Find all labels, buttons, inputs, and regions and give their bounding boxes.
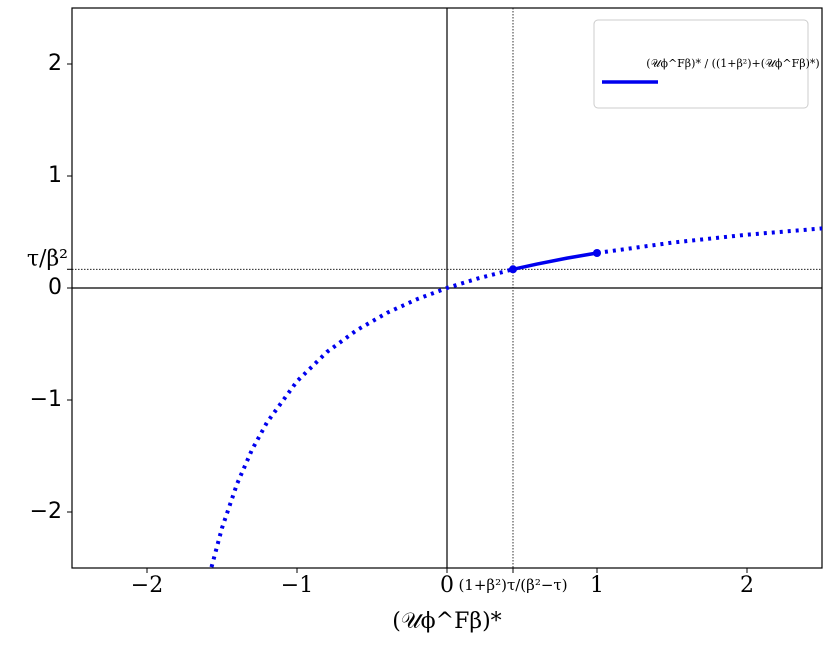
endpoint — [509, 265, 517, 274]
x-tick-label: 2 — [740, 573, 754, 598]
y-tick-label: τ/β² — [27, 246, 68, 271]
y-tick-label: 2 — [48, 51, 62, 76]
x-tick-label: 1 — [590, 573, 604, 598]
x-tick-label: 0 — [440, 573, 454, 598]
legend-label: (𝒰ϕ^Fβ)* / ((1+β²)+(𝒰ϕ^Fβ)*) — [646, 57, 819, 70]
y-tick-label: 1 — [48, 163, 62, 188]
curve — [209, 267, 514, 568]
y-tick-label: −2 — [30, 499, 62, 524]
x-axis-label: (𝒰ϕ^Fβ)* — [392, 609, 501, 634]
y-tick-label: −1 — [30, 387, 62, 412]
curve — [596, 226, 823, 255]
x-tick-label: −1 — [281, 573, 313, 598]
y-tick-label: 0 — [48, 275, 62, 300]
legend-box — [593, 19, 809, 109]
curve — [511, 251, 599, 272]
x-tick-label: (1+β²)τ/(β²−τ) — [458, 576, 567, 594]
x-tick-label: −2 — [131, 573, 163, 598]
